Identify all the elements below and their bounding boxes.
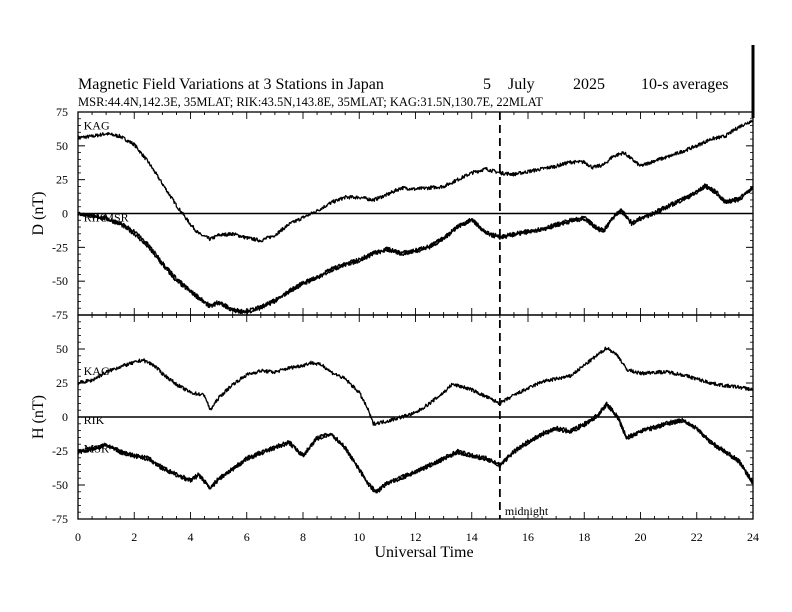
y-tick-label: -25	[52, 240, 68, 254]
series-line-rik	[77, 401, 754, 494]
y-tick-label: -50	[52, 274, 68, 288]
series-line-kag	[77, 346, 754, 426]
x-tick-label: 2	[131, 530, 137, 544]
series-line-kag	[77, 119, 754, 243]
y-tick-label: 25	[56, 376, 68, 390]
y-tick-label: 0	[62, 207, 68, 221]
x-tick-label: 8	[300, 530, 306, 544]
chart-month: July	[508, 76, 535, 93]
y-tick-label: -50	[52, 478, 68, 492]
series-label-msr: MSR	[84, 441, 109, 455]
station-coordinates: MSR:44.4N,142.3E, 35MLAT; RIK:43.5N,143.…	[78, 95, 543, 109]
y-tick-label: 25	[56, 173, 68, 187]
chart-day: 5	[483, 76, 491, 93]
y-tick-label: 50	[56, 139, 68, 153]
panels-group: 75 50 25 0 -25 -50 -75 D (nT) KAG RIK MSR 50 25 0 -25 -…	[30, 105, 759, 544]
chart-averaging: 10-s averages	[641, 76, 729, 93]
series-label-kag: KAG	[84, 119, 110, 133]
series-label-kag: KAG	[84, 364, 110, 378]
x-axis-label: Universal Time	[374, 544, 473, 561]
series-label-rik: RIK	[84, 413, 105, 427]
x-tick-label: 6	[244, 530, 250, 544]
y-axis-label: D (nT)	[30, 192, 47, 236]
x-tick-label: 12	[410, 530, 422, 544]
x-tick-label: 22	[691, 530, 703, 544]
series-label-msr: MSR	[103, 211, 128, 225]
x-tick-label: 24	[747, 530, 759, 544]
y-tick-label: 0	[62, 410, 68, 424]
y-axis-label: H (nT)	[30, 395, 47, 439]
x-tick-label: 4	[188, 530, 194, 544]
y-tick-label: -75	[52, 308, 68, 322]
x-tick-label: 18	[578, 530, 590, 544]
x-tick-label: 16	[522, 530, 534, 544]
x-tick-label: 0	[75, 530, 81, 544]
x-tick-label: 20	[635, 530, 647, 544]
y-tick-label: 75	[56, 105, 68, 119]
chart-year: 2025	[573, 76, 605, 93]
series-line-msr	[77, 403, 754, 494]
chart-title: Magnetic Field Variations at 3 Stations …	[78, 76, 384, 93]
x-tick-label: 10	[353, 530, 365, 544]
y-tick-label: -75	[52, 512, 68, 526]
series-line-msr	[77, 183, 754, 314]
y-tick-label: 50	[56, 342, 68, 356]
midnight-label: midnight	[505, 504, 549, 518]
x-tick-label: 14	[466, 530, 478, 544]
y-tick-label: -25	[52, 444, 68, 458]
